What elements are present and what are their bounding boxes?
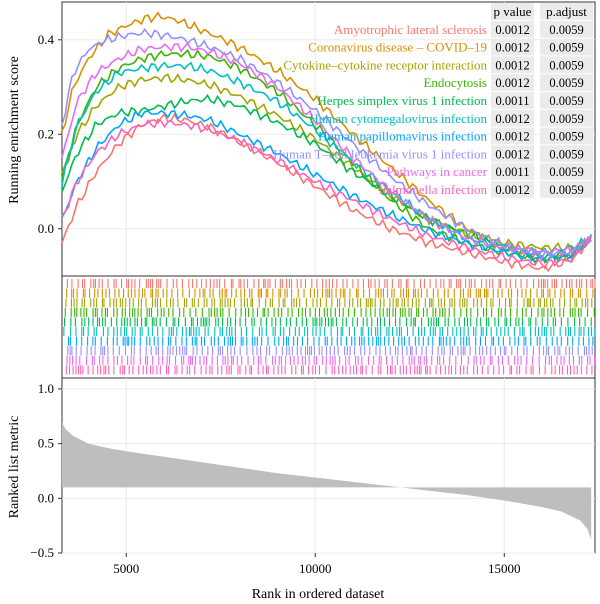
table-header-label: p value xyxy=(494,4,532,19)
top-y-tick-label: 0.4 xyxy=(38,32,55,47)
table-cell-value: 0.0012 xyxy=(495,112,529,126)
table-cell-value: 0.0011 xyxy=(496,165,530,179)
legend-label: Human cytomegalovirus infection xyxy=(309,111,487,126)
table-cell-value: 0.0059 xyxy=(549,41,583,55)
enrichment-line xyxy=(61,118,592,270)
legend-label: Endocytosis xyxy=(423,75,487,90)
table-cell xyxy=(540,92,593,109)
table-cell xyxy=(491,181,534,198)
table-header-cell xyxy=(491,3,534,20)
table-cell-value: 0.0012 xyxy=(495,147,529,161)
bottom-y-tick-label: −0.5 xyxy=(30,545,54,560)
x-tick-label: 15000 xyxy=(488,561,521,576)
table-cell xyxy=(491,109,534,127)
table-cell-value: 0.0059 xyxy=(549,165,583,179)
table-cell-value: 0.0059 xyxy=(549,94,583,108)
enrichment-line xyxy=(61,112,592,273)
bottom-y-tick-label: 0.0 xyxy=(38,490,54,505)
table-cell-value: 0.0012 xyxy=(495,41,529,55)
bottom-y-tick-label: 0.5 xyxy=(38,436,54,451)
table-cell xyxy=(491,92,534,109)
bottom-y-axis-label: Ranked list metric xyxy=(7,416,22,519)
table-cell-value: 0.0059 xyxy=(549,76,583,90)
table-cell-value: 0.0059 xyxy=(549,130,583,144)
enrichment-lines xyxy=(61,11,592,273)
table-header-label: p.adjust xyxy=(546,4,587,19)
table-cell-value: 0.0012 xyxy=(495,58,529,72)
table-cell xyxy=(540,127,593,145)
table-cell xyxy=(491,145,534,163)
gene-hit-barcode xyxy=(63,279,596,375)
legend-label: Human papillomavirus infection xyxy=(318,129,487,144)
x-tick-label: 5000 xyxy=(113,561,139,576)
bottom-panel: −0.5 0.0 0.5 1.0 5000 10000 15000 xyxy=(30,377,596,576)
ranked-metric-area xyxy=(62,422,592,540)
table-cell xyxy=(540,38,593,56)
top-y-tick-label: 0.2 xyxy=(38,126,54,141)
table-cell-value: 0.0059 xyxy=(549,23,583,37)
table-cell xyxy=(540,145,593,163)
enrichment-line xyxy=(61,61,592,259)
x-tick-label: 10000 xyxy=(299,561,332,576)
enrichment-line xyxy=(61,109,592,263)
table-cell-value: 0.0012 xyxy=(495,130,529,144)
legend-label: Pathways in cancer xyxy=(387,164,488,179)
table-cell-value: 0.0011 xyxy=(496,94,530,108)
table-cell-value: 0.0059 xyxy=(549,147,583,161)
table-cell-value: 0.0059 xyxy=(549,112,583,126)
table-cell xyxy=(491,127,534,145)
top-y-ticks: 0.0 0.2 0.4 xyxy=(38,32,62,236)
legend-label: Coronavirus disease – COVID–19 xyxy=(308,40,487,55)
legend-label: Amyotrophic lateral sclerosis xyxy=(334,22,487,37)
stats-table: p value p.adjust 0.0012 0.0059 0.0012 0.0059 0… xyxy=(491,3,593,198)
table-cell xyxy=(491,74,534,91)
table-cell-value: 0.0012 xyxy=(495,76,529,90)
table-header-cell xyxy=(540,3,593,20)
table-cell xyxy=(491,38,534,56)
hits-panel xyxy=(61,275,596,379)
enrichment-line xyxy=(61,42,592,258)
table-cell-value: 0.0059 xyxy=(549,58,583,72)
bottom-y-ticks: −0.5 0.0 0.5 1.0 xyxy=(30,381,62,560)
table-cell xyxy=(540,20,593,38)
legend-label: Salmonella infection xyxy=(379,182,487,197)
table-cell-value: 0.0059 xyxy=(549,183,583,197)
table-cell-value: 0.0012 xyxy=(495,23,529,37)
top-panel: 0.0 0.2 0.4 p value p.adjust 0.0012 0.0059 0.0… xyxy=(38,1,596,277)
x-ticks: 5000 10000 15000 xyxy=(113,553,521,576)
table-cell xyxy=(540,163,593,180)
enrichment-line xyxy=(61,73,592,254)
legend-label: Human T–cell leukemia virus 1 infection xyxy=(273,146,487,161)
table-cell xyxy=(491,163,534,180)
legend: Amyotrophic lateral sclerosis Coronavirus… xyxy=(273,22,488,197)
legend-label: Cytokine–cytokine receptor interaction xyxy=(283,57,487,72)
legend-label: Herpes simplex virus 1 infection xyxy=(317,93,487,108)
table-cell xyxy=(491,56,534,74)
top-y-tick-label: 0.0 xyxy=(38,221,54,236)
table-cell xyxy=(540,109,593,127)
table-cell-value: 0.0012 xyxy=(495,183,529,197)
table-cell xyxy=(540,56,593,74)
table-cell xyxy=(540,74,593,91)
table-cell xyxy=(540,181,593,198)
table-cell xyxy=(491,20,534,38)
bottom-y-tick-label: 1.0 xyxy=(38,381,54,396)
x-axis-label: Rank in ordered dataset xyxy=(252,587,385,602)
top-y-axis-label: Running enrichment score xyxy=(7,56,22,204)
